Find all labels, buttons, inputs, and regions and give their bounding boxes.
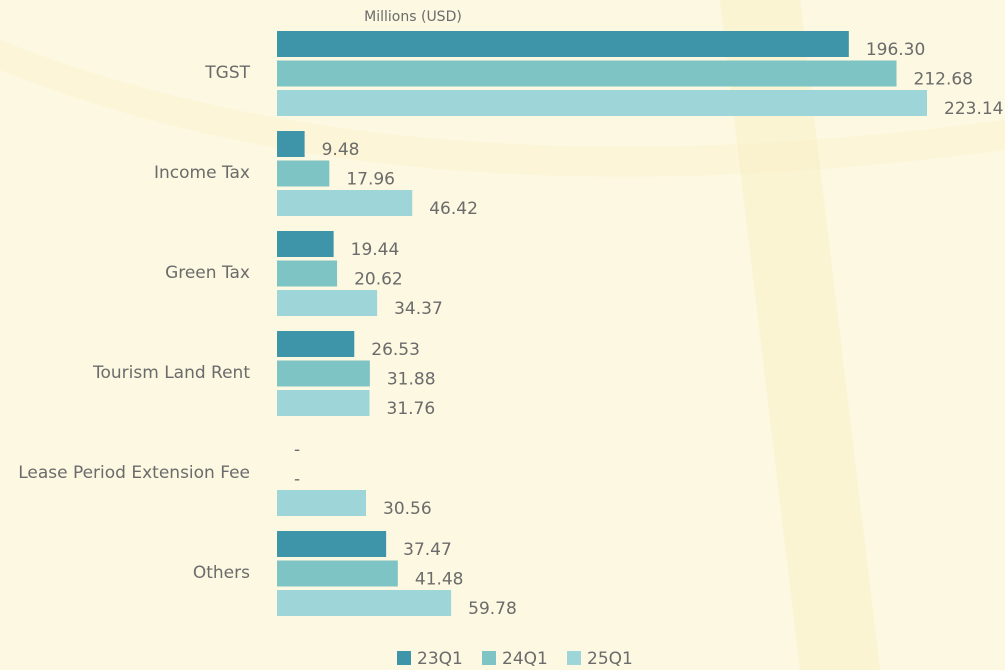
value-label: 196.30 [866,40,925,60]
value-label: 223.14 [944,99,1003,119]
value-label: 20.62 [354,270,403,290]
bar [277,360,370,387]
bar [277,31,849,57]
value-label: 26.53 [371,340,420,360]
value-label: 31.88 [387,370,436,390]
bar [277,531,387,557]
decoration [0,40,1005,177]
value-label: 30.56 [383,499,432,519]
value-label: 212.68 [914,70,973,90]
category-label: Tourism Land Rent [92,363,250,383]
category-label: TGST [204,63,250,83]
value-label: 19.44 [351,240,400,260]
legend-swatch [482,651,496,665]
legend-label: 23Q1 [417,649,463,669]
legend-label: 25Q1 [587,649,633,669]
value-label: - [294,470,300,490]
legend-swatch [567,651,581,665]
value-label: 9.48 [322,140,360,160]
value-label: 17.96 [346,170,395,190]
bar [277,231,334,257]
decoration [720,0,880,670]
axis-label: Millions (USD) [364,9,462,25]
bar [277,490,367,516]
bar [277,160,330,187]
category-label: Income Tax [154,163,250,183]
category-label: Lease Period Extension Fee [18,463,250,483]
legend-label: 24Q1 [502,649,548,669]
bar [277,60,897,87]
bar [277,331,355,357]
value-label: 34.37 [394,299,443,319]
legend-swatch [397,651,411,665]
value-label: 41.48 [415,570,464,590]
bar [277,390,370,416]
value-label: 59.78 [468,599,517,619]
value-label: 37.47 [403,540,452,560]
bar [277,131,305,157]
bar [277,590,452,616]
bar [277,260,338,287]
category-label: Green Tax [165,263,250,283]
bar [277,90,927,116]
bar [277,190,413,216]
bar [277,560,398,587]
bar [277,290,378,316]
value-label: 46.42 [429,199,478,219]
value-label: - [294,440,300,460]
value-label: 31.76 [387,399,436,419]
category-label: Others [193,563,250,583]
